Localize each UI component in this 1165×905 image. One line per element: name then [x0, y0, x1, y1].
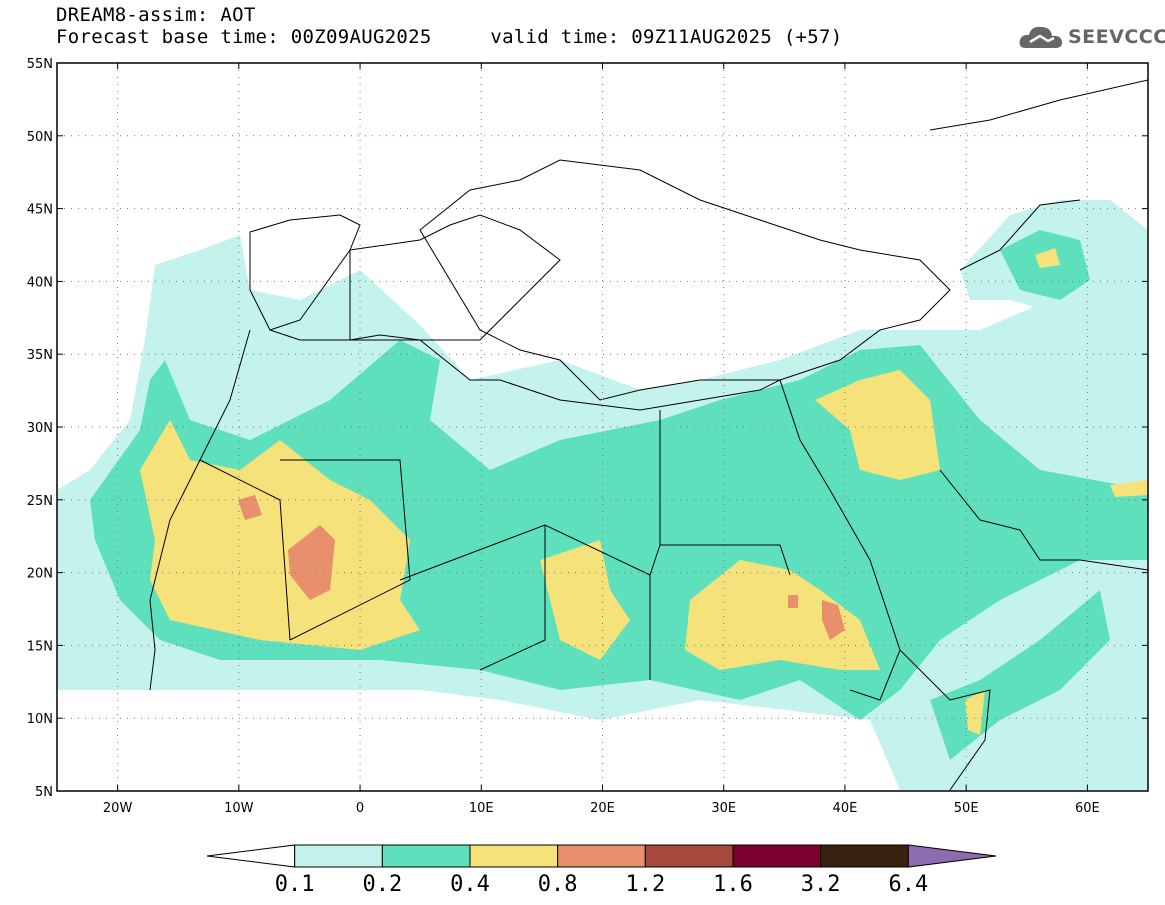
- colorbar: 0.1 0.2 0.4 0.8 1.2 1.6 3.2 6.4: [206, 844, 997, 897]
- lat-tick-label: 35N: [27, 348, 53, 363]
- colorbar-swatch: [820, 844, 909, 868]
- lon-tick-label: 20E: [590, 801, 615, 816]
- colorbar-label: 0.2: [362, 872, 402, 897]
- lat-tick-label: 55N: [27, 57, 53, 72]
- colorbar-label: 6.4: [888, 872, 928, 897]
- colorbar-label: 3.2: [801, 872, 841, 897]
- colorbar-label: 0.1: [275, 872, 315, 897]
- map-title: DREAM8-assim: AOT: [56, 4, 256, 26]
- lon-tick-label: 10E: [469, 801, 494, 816]
- lat-tick-label: 10N: [27, 712, 53, 727]
- lat-tick-label: 30N: [27, 421, 53, 436]
- colorbar-swatch: [732, 844, 822, 868]
- lat-axis: 55N 50N 45N 40N 35N 30N 25N 20N 15N 10N 5N: [27, 57, 1148, 800]
- lon-axis: 20W 10W 0 10E 20E 30E 40E 50E 60E: [103, 63, 1100, 816]
- aot-contours: [57, 200, 1148, 790]
- colorbar-swatch: [294, 844, 383, 868]
- lat-tick-label: 15N: [27, 639, 53, 654]
- map-subtitle: Forecast base time: 00Z09AUG2025 valid t…: [56, 26, 843, 48]
- seevccc-logo: SEEVCCC: [1018, 22, 1165, 56]
- colorbar-label: 1.2: [625, 872, 665, 897]
- colorbar-swatch: [381, 844, 471, 868]
- colorbar-under-arrow: [206, 844, 296, 868]
- lat-tick-label: 25N: [27, 494, 53, 509]
- lon-tick-label: 60E: [1075, 801, 1100, 816]
- colorbar-swatch: [557, 844, 646, 868]
- coastlines: [149, 79, 1149, 791]
- lat-tick-label: 50N: [27, 130, 53, 145]
- colorbar-swatch: [469, 844, 559, 868]
- lat-tick-label: 5N: [35, 785, 53, 800]
- lon-tick-label: 10W: [224, 801, 254, 816]
- lat-tick-label: 20N: [27, 567, 53, 582]
- lon-tick-label: 50E: [954, 801, 979, 816]
- colorbar-over-arrow: [907, 844, 997, 868]
- cloud-icon: [1019, 26, 1062, 48]
- lat-tick-label: 40N: [27, 275, 53, 290]
- lon-tick-label: 0: [356, 801, 364, 816]
- colorbar-swatch: [644, 844, 734, 868]
- lon-tick-label: 30E: [711, 801, 736, 816]
- colorbar-label: 0.8: [538, 872, 578, 897]
- colorbar-label: 1.6: [713, 872, 753, 897]
- lat-tick-label: 45N: [27, 203, 53, 218]
- lon-tick-label: 20W: [103, 801, 133, 816]
- lon-tick-label: 40E: [833, 801, 858, 816]
- gridlines: [57, 63, 1148, 791]
- logo-text: SEEVCCC: [1068, 26, 1165, 48]
- colorbar-label: 0.4: [450, 872, 490, 897]
